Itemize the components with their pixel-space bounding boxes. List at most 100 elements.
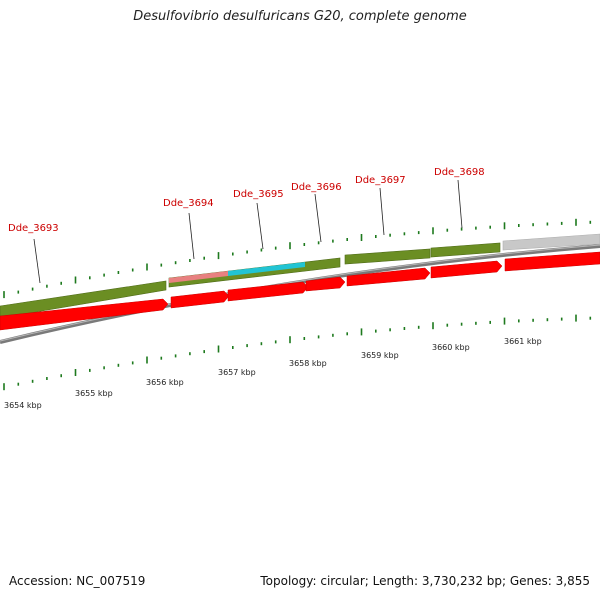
cds-arrow-dde3694[interactable] [170, 290, 230, 309]
upper-tick-minor [346, 238, 348, 241]
lower-tick-minor [17, 382, 20, 386]
upper-tick-minor [189, 259, 191, 262]
lower-tick-minor [60, 374, 62, 378]
upper-tick-minor [131, 268, 134, 272]
upper-tick-minor [103, 273, 105, 277]
cds-arrow-dde3696[interactable] [305, 276, 346, 292]
strand-bar-pink-segment[interactable] [169, 271, 228, 283]
upper-tick-major [503, 222, 506, 230]
scale-label-3661: 3661 kbp [504, 337, 542, 346]
lower-tick-minor [475, 321, 477, 325]
upper-tick-minor [203, 256, 205, 260]
lower-tick-minor [532, 318, 534, 322]
lower-tick-minor [260, 342, 263, 346]
leader-line-dde3693 [33, 238, 41, 284]
lower-tick-minor [417, 325, 420, 329]
upper-tick-minor [389, 233, 391, 237]
leader-line-dde3695 [256, 202, 264, 250]
upper-tick-minor [489, 225, 491, 229]
upper-tick-minor [246, 250, 248, 254]
lower-tick-major [432, 322, 434, 330]
lower-tick-minor [546, 318, 549, 322]
upper-tick-minor [375, 235, 377, 238]
lower-tick-minor [89, 368, 91, 372]
lower-tick-major [289, 336, 291, 344]
leader-line-dde3698 [457, 179, 463, 229]
scale-labels: 3654 kbp 3655 kbp 3656 kbp 3657 kbp 3658… [4, 337, 542, 410]
upper-tick-major [289, 242, 291, 250]
upper-tick-minor [31, 287, 34, 291]
strand-bar-dde3698[interactable] [430, 242, 501, 258]
upper-tick-minor [332, 239, 334, 243]
lower-tick-minor [160, 356, 163, 360]
scale-label-3654: 3654 kbp [4, 401, 42, 410]
gene-label-dde3696[interactable]: Dde_3696 [291, 182, 342, 193]
upper-tick-minor [46, 284, 48, 288]
upper-tick-minor [60, 281, 62, 285]
lower-tick-row [3, 314, 592, 391]
lower-tick-minor [317, 335, 320, 339]
upper-tick-minor [232, 252, 234, 256]
lower-tick-major [146, 356, 148, 364]
scale-label-3657: 3657 kbp [218, 368, 256, 377]
strand-bar-unannotated[interactable] [502, 233, 600, 251]
lower-tick-minor [332, 333, 334, 337]
lower-tick-minor [389, 328, 391, 332]
gene-label-dde3698[interactable]: Dde_3698 [434, 167, 485, 178]
cds-arrow-dde3695[interactable] [227, 281, 309, 302]
leader-line-dde3694 [188, 212, 195, 260]
cds-arrow-dde3698[interactable] [430, 260, 503, 279]
lower-tick-minor [117, 363, 120, 367]
gene-label-dde3695[interactable]: Dde_3695 [233, 189, 284, 200]
upper-tick-minor [317, 241, 320, 245]
upper-tick-minor [274, 246, 277, 250]
upper-tick-minor [589, 220, 592, 224]
upper-tick-minor [518, 224, 520, 227]
lower-tick-major [74, 369, 77, 376]
strand-bar-dde3693[interactable] [0, 280, 167, 319]
genome-title: Desulfovibrio desulfuricans G20, complet… [133, 9, 467, 24]
lower-tick-major [503, 317, 506, 325]
lower-tick-minor [560, 317, 563, 321]
upper-tick-minor [89, 276, 91, 280]
scale-label-3655: 3655 kbp [75, 389, 113, 398]
cds-arrow-dde3693[interactable] [0, 298, 169, 331]
lower-tick-minor [246, 344, 248, 348]
upper-tick-major [432, 227, 434, 235]
axis-line-highlight [0, 244, 600, 342]
lower-tick-minor [46, 377, 48, 380]
gene-label-dde3694[interactable]: Dde_3694 [163, 198, 214, 209]
lower-tick-minor [31, 379, 34, 383]
lower-tick-minor [232, 346, 234, 349]
upper-tick-minor [260, 248, 263, 252]
gene-label-dde3693[interactable]: Dde_3693 [8, 223, 59, 234]
lower-tick-major [217, 345, 220, 353]
lower-tick-minor [489, 320, 491, 324]
lower-tick-minor [131, 361, 134, 365]
scale-label-3658: 3658 kbp [289, 359, 327, 368]
scale-label-3660: 3660 kbp [432, 343, 470, 352]
accession-text: Accession: NC_007519 [9, 574, 146, 588]
upper-tick-major [3, 291, 5, 299]
upper-tick-major [146, 263, 148, 271]
upper-tick-minor [303, 243, 306, 246]
upper-tick-minor [475, 226, 477, 230]
genome-summary-text: Topology: circular; Length: 3,730,232 bp… [260, 574, 590, 588]
upper-tick-minor [546, 222, 549, 226]
upper-tick-minor [560, 221, 563, 225]
upper-tick-minor [117, 271, 120, 274]
strand-bar-cyan-segment[interactable] [228, 262, 305, 276]
lower-tick-minor [203, 350, 205, 354]
upper-tick-row [3, 218, 592, 299]
lower-tick-minor [375, 329, 377, 333]
lower-tick-minor [174, 354, 177, 358]
lower-tick-major [360, 328, 363, 336]
lower-tick-minor [460, 322, 463, 326]
strand-bar-dde3697[interactable] [344, 248, 431, 265]
cds-arrow-next[interactable] [504, 251, 600, 272]
gene-label-dde3697[interactable]: Dde_3697 [355, 175, 406, 186]
lower-tick-minor [303, 337, 306, 340]
cds-arrow-dde3697[interactable] [346, 267, 431, 287]
upper-tick-minor [160, 263, 163, 267]
